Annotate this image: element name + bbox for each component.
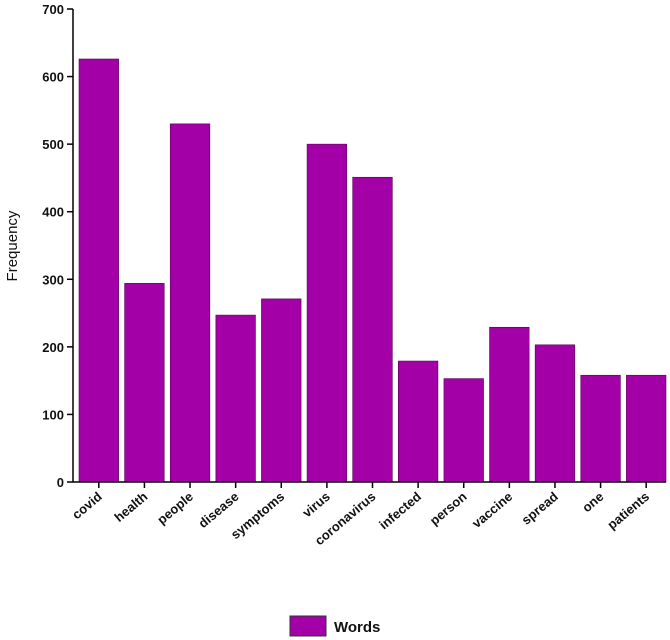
x-tick-label-virus: virus: [299, 489, 332, 520]
y-axis-ticks: 0 100 200 300 400 500 600 700: [42, 2, 73, 490]
bar-disease: [215, 314, 256, 483]
x-tick-label-one: one: [579, 489, 606, 515]
y-tick-label: 0: [57, 475, 64, 490]
bar-covid: [78, 58, 119, 483]
x-tick-label-people: people: [154, 489, 196, 527]
bar-symptoms: [261, 298, 302, 483]
bar-health: [124, 283, 165, 483]
bar-patients: [626, 374, 667, 483]
x-tick-label-infected: infected: [376, 489, 424, 533]
bar-person: [443, 378, 484, 483]
x-tick-label-person: person: [427, 489, 470, 528]
y-tick-label: 500: [42, 137, 64, 152]
y-axis-title: Frequency: [4, 210, 21, 281]
bar-virus: [306, 143, 347, 483]
y-tick-label: 100: [42, 407, 64, 422]
bar-coronavirus: [352, 176, 393, 483]
x-tick-label-patients: patients: [604, 489, 652, 533]
bar-spread: [534, 344, 576, 483]
bar-infected: [398, 360, 439, 483]
y-tick-label: 600: [42, 70, 64, 85]
bar-vaccine: [489, 326, 530, 483]
x-tick-label-covid: covid: [69, 489, 105, 522]
y-tick-label: 400: [42, 205, 64, 220]
y-tick-label: 300: [42, 272, 64, 287]
legend-swatch: [289, 615, 327, 637]
legend-label: Words: [334, 619, 380, 636]
bar-people: [169, 123, 211, 483]
bar-one: [580, 374, 621, 483]
x-tick-label-health: health: [111, 489, 150, 525]
legend: Words: [289, 615, 380, 637]
x-tick-label-spread: spread: [519, 489, 561, 528]
bars: [78, 58, 667, 483]
y-tick-label: 200: [42, 340, 64, 355]
x-tick-label-vaccine: vaccine: [469, 489, 515, 531]
y-tick-label: 700: [42, 2, 64, 17]
